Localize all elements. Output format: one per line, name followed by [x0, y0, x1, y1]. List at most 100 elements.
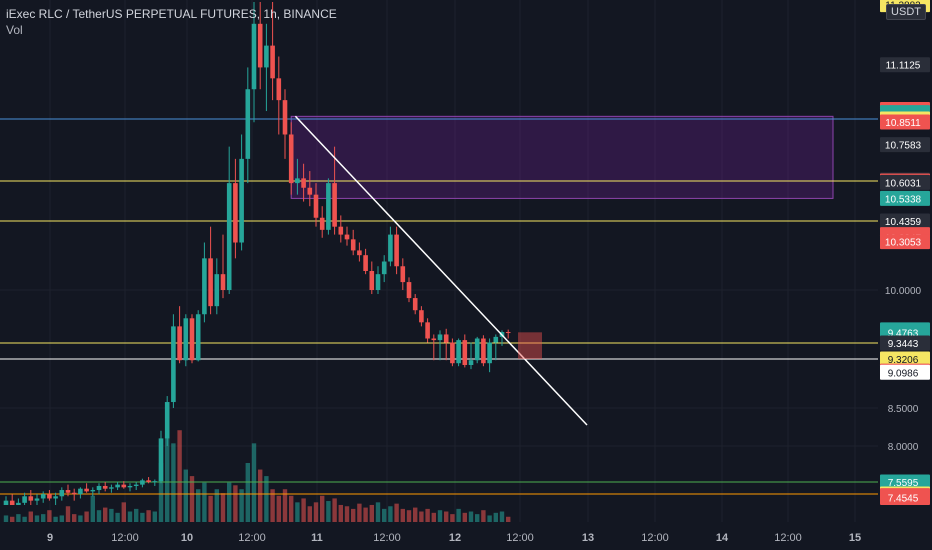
- candle-body: [264, 45, 269, 68]
- candle-body: [133, 484, 139, 486]
- candle-body: [121, 484, 127, 488]
- volume-bar: [487, 515, 492, 522]
- candle-body: [481, 338, 486, 364]
- volume-bar: [22, 516, 27, 522]
- candle-body: [388, 234, 393, 262]
- candle-body: [90, 490, 96, 492]
- volume-label: Vol: [6, 23, 23, 37]
- volume-bar: [84, 511, 89, 522]
- volume-bar: [394, 503, 399, 522]
- candle-body: [59, 490, 65, 497]
- x-tick-label: 9: [47, 532, 53, 544]
- volume-bar: [258, 469, 263, 522]
- volume-bar: [146, 510, 151, 522]
- volume-bar: [444, 511, 449, 522]
- candle-body: [394, 234, 399, 267]
- volume-bar: [400, 508, 405, 522]
- candle-body: [53, 496, 58, 499]
- volume-bar: [115, 512, 120, 522]
- volume-bar: [375, 502, 381, 522]
- volume-bar: [493, 512, 498, 522]
- volume-bar: [214, 489, 219, 522]
- volume-bar: [276, 495, 281, 522]
- volume-bar: [47, 510, 52, 522]
- volume-bar: [338, 504, 343, 522]
- x-tick-label: 11: [311, 532, 323, 544]
- candle-body: [487, 342, 492, 364]
- price-label: 10.5338: [885, 194, 922, 205]
- volume-bar: [121, 502, 126, 522]
- x-tick-label: 13: [582, 532, 594, 544]
- volume-bar: [313, 502, 319, 522]
- candle-body: [301, 178, 306, 188]
- candle-body: [307, 187, 313, 195]
- volume-bar: [10, 516, 15, 522]
- candle-body: [456, 340, 461, 364]
- volume-bar: [431, 512, 436, 522]
- volume-bar: [332, 498, 337, 522]
- y-tick-label: 10.0000: [885, 286, 922, 297]
- volume-bar: [59, 515, 64, 522]
- chart-legend: iExec RLC / TetherUS PERPETUAL FUTURES, …: [6, 6, 337, 38]
- volume-bar: [227, 482, 232, 522]
- candle-body: [425, 322, 430, 339]
- price-label: 9.3206: [888, 355, 919, 366]
- currency-badge[interactable]: USDT: [886, 4, 926, 20]
- candle-body: [381, 261, 387, 275]
- volume-bar: [16, 514, 21, 522]
- price-label: 7.4545: [888, 494, 919, 505]
- candle-body: [245, 89, 251, 159]
- candle-body: [431, 338, 437, 341]
- volume-bar: [357, 503, 362, 522]
- volume-bar: [289, 495, 294, 522]
- volume-bar: [301, 498, 306, 522]
- price-label: 7.5595: [888, 478, 919, 489]
- price-label: 10.7583: [885, 141, 922, 152]
- price-label-bg: [880, 213, 930, 229]
- volume-bar: [320, 495, 325, 522]
- candle-body: [233, 183, 238, 243]
- volume-bar: [369, 504, 374, 522]
- candle-body: [363, 255, 368, 272]
- candle-body: [419, 310, 424, 323]
- volume-bar: [90, 495, 95, 522]
- price-label: 9.0986: [888, 368, 919, 379]
- volume-bar: [462, 512, 467, 522]
- volume-bar: [264, 476, 269, 522]
- candle-body: [276, 78, 282, 101]
- price-label-bg: [880, 137, 930, 153]
- candle-body: [3, 500, 9, 505]
- symbol-title: iExec RLC / TetherUS PERPETUAL FUTURES, …: [6, 7, 337, 21]
- candle-body: [412, 298, 418, 311]
- time-axis: [0, 522, 932, 550]
- volume-bar: [251, 443, 257, 522]
- candle-body: [406, 282, 412, 299]
- volume-bar: [53, 516, 58, 522]
- volume-bar: [41, 514, 46, 522]
- volume-bar: [96, 510, 102, 522]
- candle-body: [171, 326, 176, 403]
- volume-bar: [468, 511, 474, 522]
- volume-bar: [208, 495, 213, 522]
- y-tick-label: 8.5000: [888, 404, 919, 415]
- volume-bar: [233, 485, 238, 522]
- price-label-bg: [880, 490, 930, 505]
- volume-bar: [220, 493, 226, 522]
- candle-body: [443, 334, 449, 343]
- price-label-bg: [880, 57, 930, 73]
- volume-bar: [103, 507, 108, 522]
- price-label: 9.3443: [888, 339, 919, 350]
- candle-body: [295, 178, 300, 184]
- candle-body: [313, 194, 319, 218]
- candle-body: [65, 490, 71, 493]
- price-label-bg: [880, 234, 930, 250]
- price-label-bg: [880, 114, 930, 130]
- volume-bar: [388, 506, 393, 522]
- candle-body: [505, 332, 511, 334]
- volume-bar: [171, 443, 176, 522]
- volume-bar: [127, 511, 133, 522]
- candle-body: [270, 45, 275, 79]
- candle-body: [16, 502, 21, 505]
- volume-bar: [437, 510, 443, 522]
